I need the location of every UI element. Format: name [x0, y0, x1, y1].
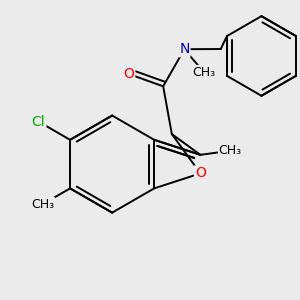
Text: N: N	[179, 42, 190, 56]
Text: O: O	[123, 67, 134, 81]
Text: CH₃: CH₃	[192, 66, 215, 79]
Text: O: O	[195, 167, 206, 180]
Text: CH₃: CH₃	[219, 144, 242, 157]
Text: Cl: Cl	[32, 115, 45, 129]
Text: CH₃: CH₃	[31, 198, 54, 211]
